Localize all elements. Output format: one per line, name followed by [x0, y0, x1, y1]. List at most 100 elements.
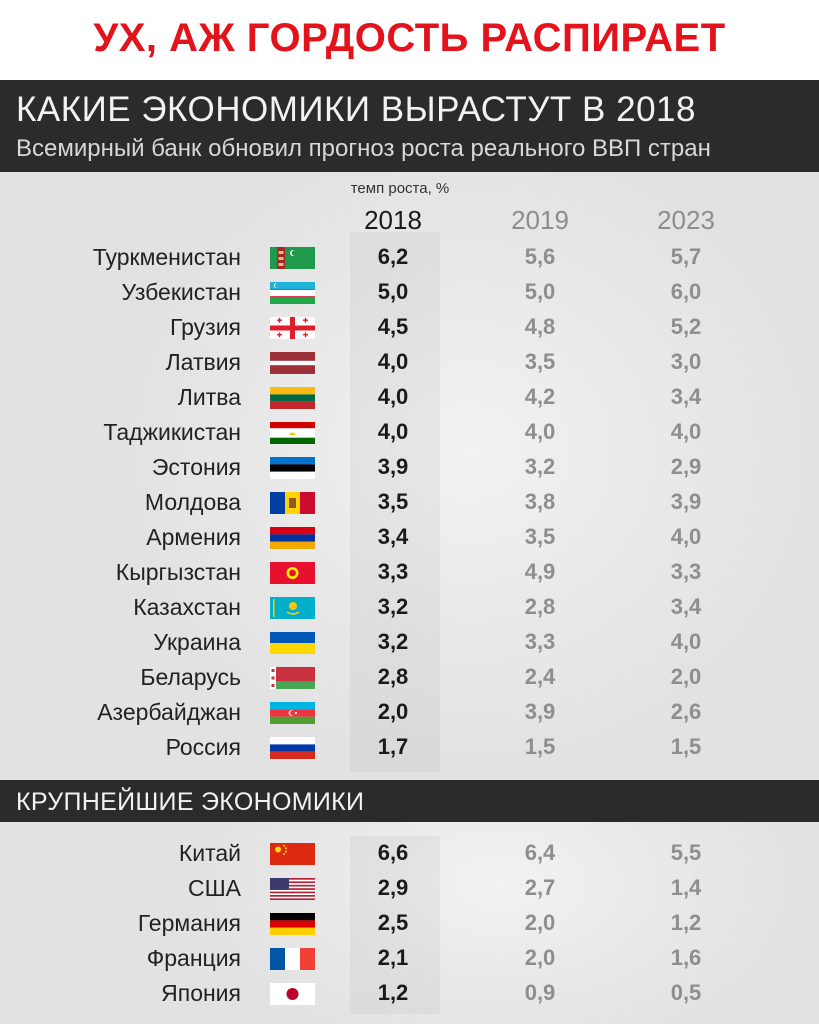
table-row: Кыргызстан 3,3 4,9 3,3 — [0, 555, 819, 590]
table-row: Узбекистан 5,0 5,0 6,0 — [0, 275, 819, 310]
country-label: Беларусь — [140, 664, 241, 690]
table-row: Таджикистан 4,0 4,0 4,0 — [0, 415, 819, 450]
section2-title: КРУПНЕЙШИЕ ЭКОНОМИКИ — [16, 788, 365, 816]
table-row: Россия 1,7 1,5 1,5 — [0, 730, 819, 765]
column-highlight-2018 — [350, 232, 440, 772]
value-cell-2023: 4,0 — [670, 419, 702, 444]
country-label: Молдова — [144, 489, 241, 515]
table-row: США 2,9 2,7 1,4 — [0, 871, 819, 906]
value-cell-2018: 3,2 — [377, 629, 409, 654]
value-cell-2023: 3,3 — [670, 559, 702, 584]
value-cell-2019: 3,5 — [524, 524, 556, 549]
georgia-flag-icon — [270, 317, 315, 339]
value-cell-2023: 3,4 — [670, 594, 702, 619]
table-row: Украина 3,2 3,3 4,0 — [0, 625, 819, 660]
armenia-flag-icon — [270, 527, 315, 549]
country-label: Германия — [137, 910, 241, 936]
table-row: Молдова 3,5 3,8 3,9 — [0, 485, 819, 520]
value-cell-2018: 3,5 — [377, 489, 409, 514]
value-cell-2023: 1,2 — [670, 910, 702, 935]
value-cell-2019: 2,8 — [524, 594, 556, 619]
ukraine-flag-icon — [270, 632, 315, 654]
country-label: Таджикистан — [103, 419, 241, 445]
value-cell-2023: 1,6 — [670, 945, 702, 970]
value-cell-2019: 0,9 — [524, 980, 556, 1005]
country-label: Франция — [146, 945, 241, 971]
section-band: КРУПНЕЙШИЕ ЭКОНОМИКИ — [0, 780, 819, 822]
value-cell-2019: 4,8 — [524, 314, 556, 339]
value-cell-2023: 5,7 — [670, 244, 702, 269]
value-cell-2018: 3,9 — [377, 454, 409, 479]
top-banner: УХ, АЖ ГОРДОСТЬ РАСПИРАЕТ — [0, 0, 819, 80]
latvia-flag-icon — [270, 352, 315, 374]
azerbaijan-flag-icon — [270, 702, 315, 724]
country-label: Россия — [165, 734, 241, 760]
value-cell-2018: 6,2 — [377, 244, 409, 269]
table-row: Азербайджан 2,0 3,9 2,6 — [0, 695, 819, 730]
value-cell-2018: 2,5 — [377, 910, 409, 935]
value-cell-2019: 2,7 — [524, 875, 556, 900]
banner-text: УХ, АЖ ГОРДОСТЬ РАСПИРАЕТ — [93, 16, 726, 60]
china-flag-icon — [270, 843, 315, 865]
table-row: Казахстан 3,2 2,8 3,4 — [0, 590, 819, 625]
country-label: Армения — [146, 524, 241, 550]
value-cell-2023: 2,9 — [670, 454, 702, 479]
country-label: Япония — [161, 980, 241, 1006]
country-label: Латвия — [165, 349, 241, 375]
value-cell-2019: 3,8 — [524, 489, 556, 514]
value-cell-2018: 3,2 — [377, 594, 409, 619]
france-flag-icon — [270, 948, 315, 970]
country-label: Китай — [178, 840, 241, 866]
chart-header: КАКИЕ ЭКОНОМИКИ ВЫРАСТУТ В 2018 Всемирны… — [0, 80, 819, 172]
table-row: Германия 2,5 2,0 1,2 — [0, 906, 819, 941]
moldova-flag-icon — [270, 492, 315, 514]
value-cell-2018: 2,0 — [377, 699, 409, 724]
value-cell-2018: 2,8 — [377, 664, 409, 689]
table-row: Япония 1,2 0,9 0,5 — [0, 976, 819, 1011]
column-header-2018: 2018 — [364, 205, 422, 235]
country-label: Эстония — [151, 454, 241, 480]
usa-flag-icon — [270, 878, 315, 900]
germany-flag-icon — [270, 913, 315, 935]
value-cell-2019: 6,4 — [524, 840, 556, 865]
value-cell-2019: 5,6 — [524, 244, 556, 269]
table-row: Беларусь 2,8 2,4 2,0 — [0, 660, 819, 695]
table-row: Грузия 4,5 4,8 5,2 — [0, 310, 819, 345]
column-highlight-2018-major — [350, 836, 440, 1014]
value-cell-2018: 2,9 — [377, 875, 409, 900]
value-cell-2019: 5,0 — [524, 279, 556, 304]
value-cell-2018: 4,0 — [377, 349, 409, 374]
value-cell-2018: 3,3 — [377, 559, 409, 584]
lithuania-flag-icon — [270, 387, 315, 409]
country-label: Кыргызстан — [115, 559, 241, 585]
value-cell-2018: 2,1 — [377, 945, 409, 970]
value-cell-2023: 5,5 — [670, 840, 702, 865]
value-cell-2019: 2,0 — [524, 945, 556, 970]
column-header-2019: 2019 — [511, 205, 569, 235]
value-cell-2019: 4,2 — [524, 384, 556, 409]
table-row: Армения 3,4 3,5 4,0 — [0, 520, 819, 555]
value-cell-2023: 3,0 — [670, 349, 702, 374]
value-cell-2023: 0,5 — [670, 980, 702, 1005]
value-cell-2023: 5,2 — [670, 314, 702, 339]
value-cell-2023: 4,0 — [670, 629, 702, 654]
table-row: Латвия 4,0 3,5 3,0 — [0, 345, 819, 380]
kazakhstan-flag-icon — [270, 597, 315, 619]
country-label: Узбекистан — [121, 279, 242, 305]
value-cell-2018: 4,0 — [377, 419, 409, 444]
value-cell-2019: 3,3 — [524, 629, 556, 654]
value-cell-2018: 4,0 — [377, 384, 409, 409]
country-label: Украина — [153, 629, 241, 655]
value-cell-2019: 2,0 — [524, 910, 556, 935]
kyrgyzstan-flag-icon — [270, 562, 315, 584]
table-row: Эстония 3,9 3,2 2,9 — [0, 450, 819, 485]
value-cell-2018: 1,2 — [377, 980, 409, 1005]
value-cell-2019: 3,9 — [524, 699, 556, 724]
value-cell-2023: 3,4 — [670, 384, 702, 409]
value-cell-2023: 4,0 — [670, 524, 702, 549]
value-cell-2019: 4,0 — [524, 419, 556, 444]
country-label: Литва — [177, 384, 241, 410]
table-row: Туркменистан 6,2 5,6 5,7 — [0, 240, 819, 275]
country-label: Азербайджан — [97, 699, 241, 725]
tajikistan-flag-icon — [270, 422, 315, 444]
